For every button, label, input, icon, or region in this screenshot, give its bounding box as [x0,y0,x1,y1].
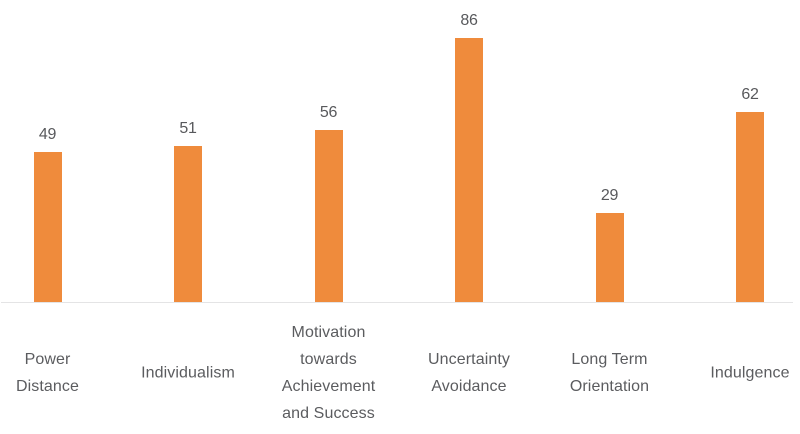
value-label-4: 29 [600,187,619,204]
category-label-2: Motivation towards Achievement and Success [281,324,376,422]
bar-4[interactable] [595,213,624,302]
category-label-5: Indulgence [710,364,790,382]
bar-3[interactable] [455,38,483,302]
bar-0[interactable] [33,152,62,302]
x-axis-line [1,302,793,303]
value-label-3: 86 [460,12,478,29]
category-label-4: Long Term Orientation [569,351,650,395]
value-label-2: 56 [319,104,338,121]
bar-2[interactable] [314,130,343,302]
value-label-5: 62 [741,86,759,103]
bar-1[interactable] [174,146,202,302]
category-label-3: Uncertainty Avoidance [427,351,511,395]
value-label-1: 51 [179,120,197,137]
category-label-1: Individualism [141,364,235,382]
bar-5[interactable] [736,112,764,302]
value-label-0: 49 [38,126,57,143]
category-label-0: Power Distance [15,351,80,395]
